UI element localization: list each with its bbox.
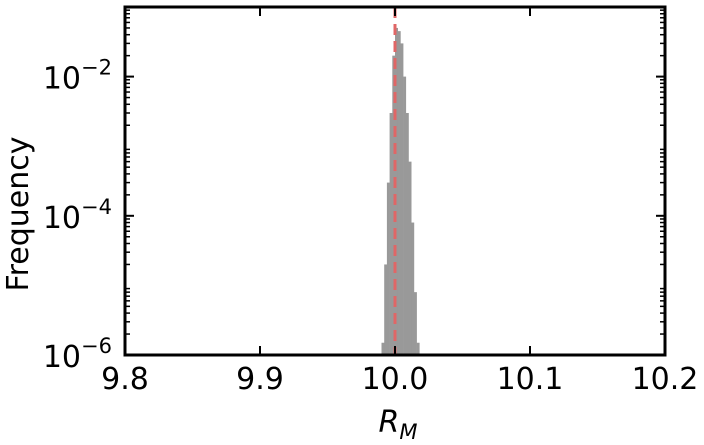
x-tick-label: 10.0 <box>362 362 429 397</box>
axis-tick-labels: 9.8 9.9 10.0 10.1 10.2 10−6 10−4 10−2 <box>43 56 699 397</box>
histogram-bar <box>381 342 385 355</box>
y-tick-label: 10−6 <box>43 334 112 375</box>
x-axis-label-main: R <box>379 405 400 440</box>
histogram-bar <box>408 161 412 355</box>
histogram-bar <box>403 76 407 355</box>
x-tick-label: 10.2 <box>632 362 699 397</box>
x-tick-label: 9.9 <box>236 362 284 397</box>
x-axis-label: RM <box>379 405 418 444</box>
histogram-bar <box>413 292 417 355</box>
x-tick-label: 10.1 <box>497 362 564 397</box>
histogram-bar <box>395 27 398 355</box>
histogram-bar <box>411 222 415 355</box>
x-tick-label: 9.8 <box>101 362 149 397</box>
y-axis-label: Frequency <box>1 137 36 292</box>
histogram-bar <box>392 55 396 355</box>
histogram-bars <box>381 27 420 355</box>
y-tick-label: 10−4 <box>43 195 112 236</box>
histogram-bar <box>397 31 401 355</box>
x-axis-label-subscript: M <box>399 420 417 444</box>
histogram-bar <box>386 182 390 355</box>
histogram-bar <box>416 342 420 355</box>
histogram-bar <box>405 112 409 355</box>
histogram-bar <box>400 43 404 355</box>
histogram-bar <box>389 112 393 355</box>
y-tick-label: 10−2 <box>43 56 112 97</box>
axis-ticks <box>124 7 666 356</box>
histogram-bar <box>384 264 388 355</box>
